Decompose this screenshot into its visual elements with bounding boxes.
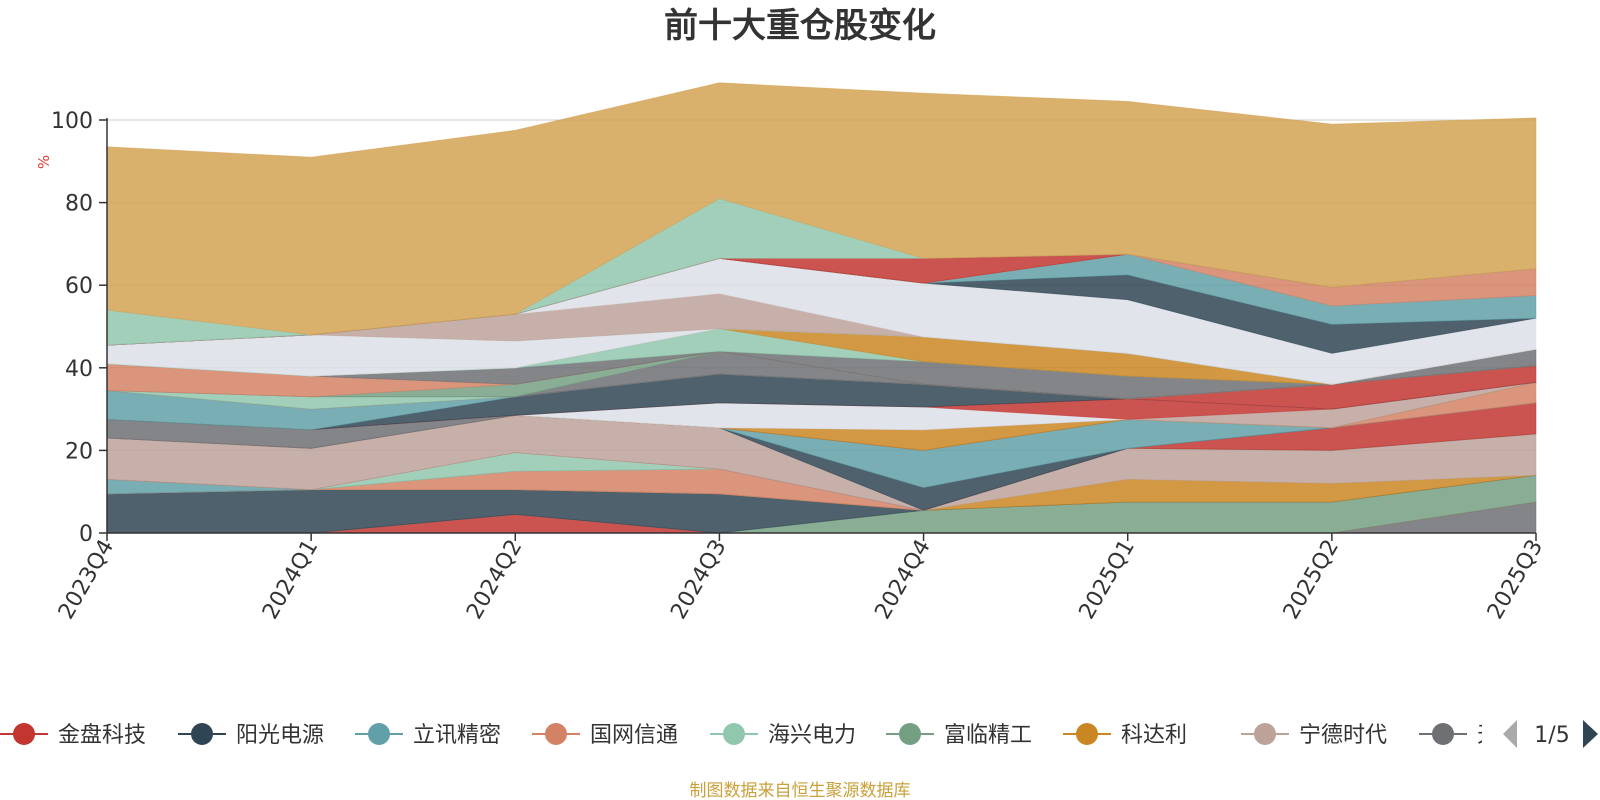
- legend-circle-marker: [723, 723, 745, 745]
- legend-label: 富临精工: [944, 723, 1032, 748]
- legend-items: 金盘科技 阳光电源 立讯精密 国网信通 海兴电力 富临精工 科达利 宁德时代 天: [0, 723, 1499, 748]
- legend-item[interactable]: 立讯精密: [355, 723, 501, 748]
- legend-circle-marker: [191, 723, 213, 745]
- x-tick-label: 2023Q4: [54, 536, 119, 624]
- y-tick-label: 100: [51, 109, 93, 134]
- legend-item[interactable]: 阳光电源: [178, 723, 324, 748]
- legend-item[interactable]: 金盘科技: [0, 723, 146, 748]
- legend: 金盘科技 阳光电源 立讯精密 国网信通 海兴电力 富临精工 科达利 宁德时代 天 1/5: [0, 720, 1598, 748]
- legend-item[interactable]: 宁德时代: [1241, 723, 1387, 748]
- legend-label: 金盘科技: [58, 723, 146, 748]
- legend-label: 海兴电力: [768, 723, 856, 748]
- legend-prev-page-icon[interactable]: [1503, 720, 1517, 748]
- legend-label: 科达利: [1121, 723, 1187, 748]
- legend-circle-marker: [545, 723, 567, 745]
- y-tick-label: 0: [79, 522, 93, 547]
- legend-item[interactable]: 海兴电力: [710, 723, 856, 748]
- area-series-group: [106, 82, 1537, 534]
- legend-circle-marker: [1432, 723, 1454, 745]
- legend-label: 天: [1477, 723, 1499, 748]
- x-tick-label: 2024Q1: [258, 536, 323, 624]
- legend-label: 立讯精密: [413, 723, 501, 748]
- legend-circle-marker: [368, 723, 390, 745]
- legend-item[interactable]: 天: [1419, 723, 1499, 748]
- legend-circle-marker: [13, 723, 35, 745]
- x-tick-label: 2025Q2: [1279, 536, 1344, 624]
- y-tick-label: 40: [65, 357, 93, 382]
- area-series-39: [106, 82, 1537, 336]
- y-axis-unit-label: %: [35, 155, 53, 169]
- legend-item[interactable]: 国网信通: [532, 723, 678, 748]
- legend-next-page-icon[interactable]: [1583, 720, 1598, 748]
- legend-item[interactable]: 科达利: [1063, 723, 1187, 748]
- legend-circle-marker: [899, 723, 921, 745]
- legend-page-indicator: 1/5: [1534, 723, 1569, 748]
- data-source-footer: 制图数据来自恒生聚源数据库: [690, 781, 911, 800]
- chart-title: 前十大重仓股变化: [664, 6, 936, 46]
- y-tick-label: 20: [65, 439, 93, 464]
- legend-label: 阳光电源: [236, 723, 324, 748]
- x-tick-label: 2025Q1: [1075, 536, 1140, 624]
- y-tick-label: 60: [65, 274, 93, 299]
- legend-label: 宁德时代: [1299, 723, 1387, 748]
- legend-circle-marker: [1076, 723, 1098, 745]
- x-tick-label: 2025Q3: [1483, 536, 1548, 624]
- x-tick-label: 2024Q3: [666, 536, 731, 624]
- legend-item[interactable]: 富临精工: [886, 723, 1032, 748]
- y-tick-label: 80: [65, 192, 93, 217]
- legend-label: 国网信通: [590, 723, 678, 748]
- legend-circle-marker: [1254, 723, 1276, 745]
- x-tick-label: 2024Q2: [462, 536, 527, 624]
- x-tick-label: 2024Q4: [870, 536, 935, 624]
